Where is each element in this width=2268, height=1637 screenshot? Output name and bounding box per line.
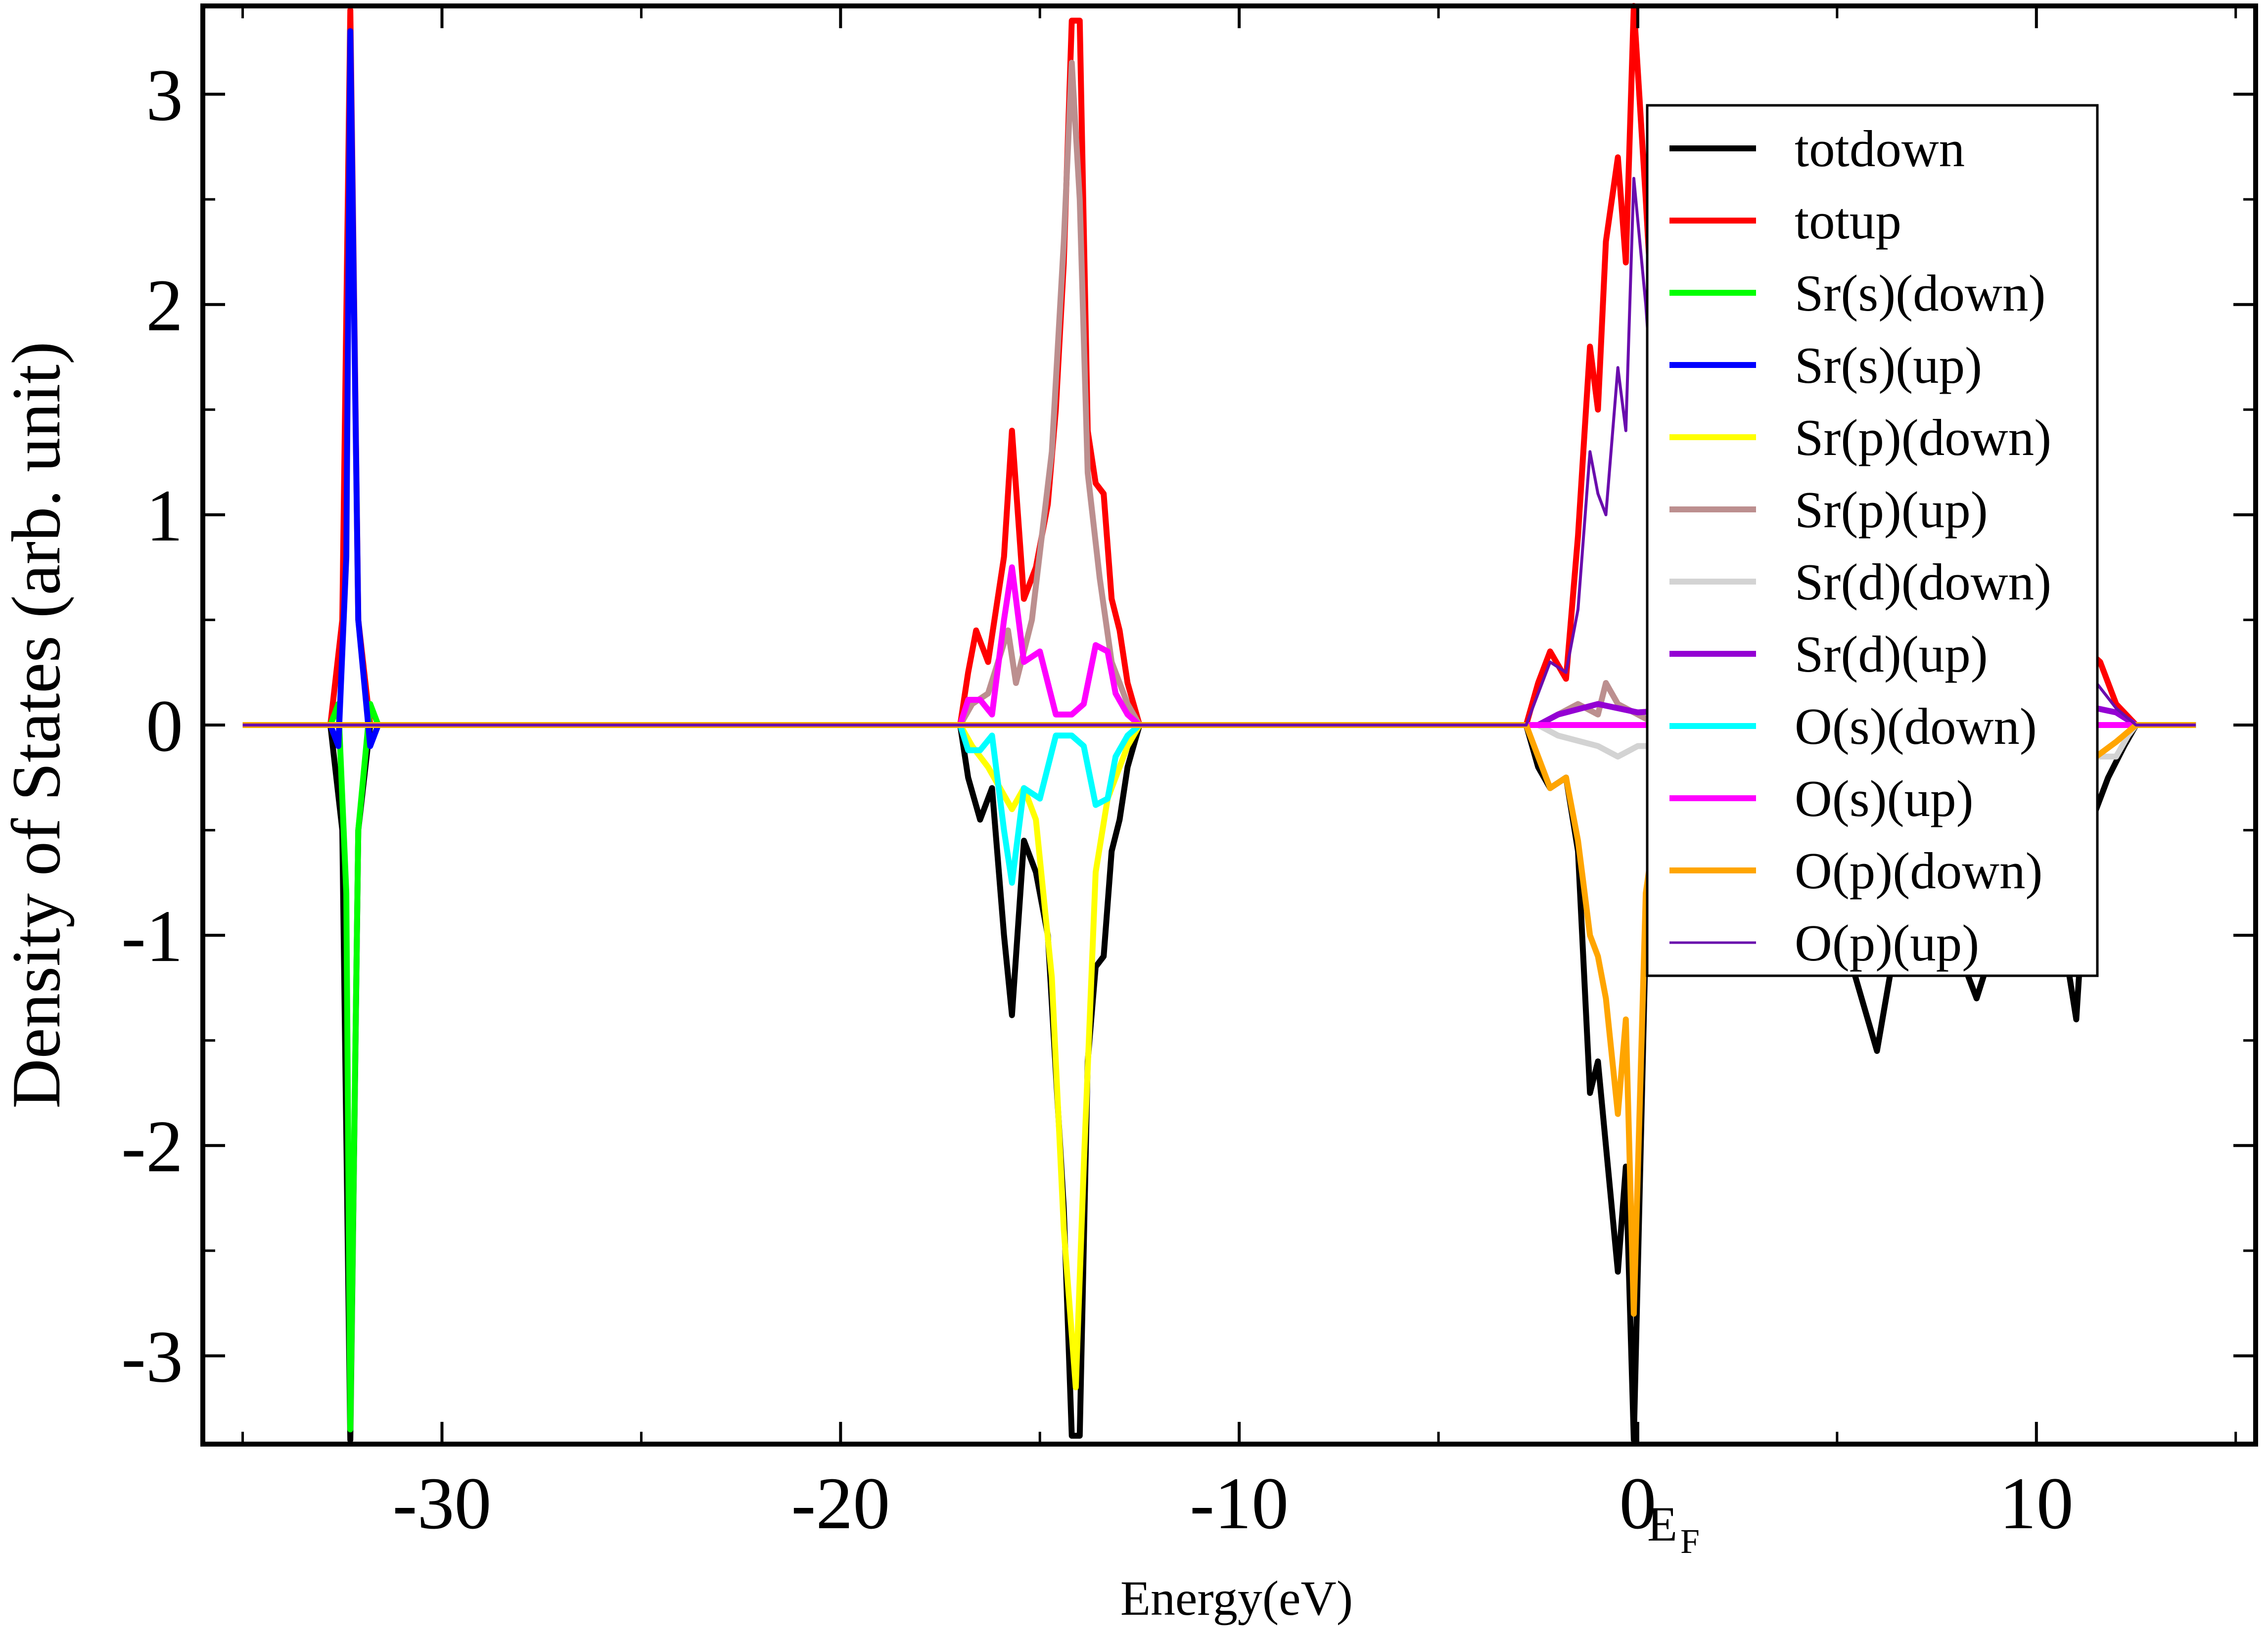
y-axis-label: Density of States (arb. unit): [0, 341, 75, 1108]
legend-label: O(p)(down): [1795, 842, 2043, 900]
legend-label: Sr(d)(down): [1795, 553, 2051, 611]
fermi-level-letter: E: [1647, 1497, 1677, 1551]
legend-entries: totdown totup Sr(s)(down) Sr(s)(up) Sr(p)(do…: [1669, 120, 2051, 972]
legend-label: O(s)(up): [1795, 770, 1974, 827]
legend-box: [1646, 104, 2099, 977]
legend-label: O(s)(down): [1795, 697, 2037, 755]
legend-item: Sr(p)(up): [1669, 481, 1988, 539]
series-line-sr-s-down: [242, 701, 2196, 1433]
series-line-o-s-up: [242, 564, 2196, 728]
x-tick-label: -30: [393, 1462, 492, 1545]
y-tick-label: 1: [146, 475, 183, 557]
series-line-sr-p-down: [242, 722, 2196, 1391]
legend-item: Sr(d)(down): [1669, 553, 2051, 611]
legend-label: Sr(d)(up): [1795, 625, 1988, 683]
legend-label: Sr(p)(down): [1795, 409, 2051, 466]
axis-ticks: [203, 6, 2256, 1444]
legend-item: O(s)(down): [1669, 697, 2037, 755]
x-tick-label: 0: [1619, 1462, 1656, 1545]
legend-label: Sr(s)(up): [1795, 336, 1982, 394]
legend-item: O(s)(up): [1669, 770, 1974, 827]
legend-label: Sr(s)(down): [1795, 264, 2045, 322]
legend-label: Sr(p)(up): [1795, 481, 1988, 539]
legend-item: Sr(s)(up): [1669, 336, 1982, 394]
legend: totdown totup Sr(s)(down) Sr(s)(up) Sr(p)(do…: [1646, 104, 2099, 977]
fermi-level-label: E F: [1647, 1497, 1700, 1561]
series-line-sr-p-up: [242, 59, 2196, 728]
legend-item: O(p)(down): [1669, 842, 2043, 900]
legend-item: totup: [1669, 192, 1901, 250]
fermi-level-subscript: F: [1680, 1523, 1700, 1561]
y-tick-label: 3: [146, 54, 183, 136]
legend-item: O(p)(up): [1669, 914, 1979, 972]
legend-label: totdown: [1795, 120, 1965, 178]
x-tick-label: -10: [1190, 1462, 1289, 1545]
y-tick-label: -1: [121, 895, 183, 977]
series-line-sr-s-up: [242, 28, 2196, 749]
legend-label: O(p)(up): [1795, 914, 1979, 972]
legend-item: Sr(d)(up): [1669, 625, 1988, 683]
y-tick-label: 0: [146, 685, 183, 767]
series-line-o-s-down: [242, 722, 2196, 886]
x-tick-label: -20: [791, 1462, 890, 1545]
legend-item: Sr(s)(down): [1669, 264, 2045, 322]
legend-label: totup: [1795, 192, 1901, 250]
y-tick-label: -3: [121, 1316, 183, 1398]
x-tick-label: 10: [1999, 1462, 2074, 1545]
y-tick-label: -2: [121, 1105, 183, 1187]
legend-item: totdown: [1669, 120, 1965, 178]
legend-item: Sr(p)(down): [1669, 409, 2051, 466]
x-axis-label: Energy(eV): [1120, 1571, 1353, 1626]
y-tick-label: 2: [146, 265, 183, 347]
